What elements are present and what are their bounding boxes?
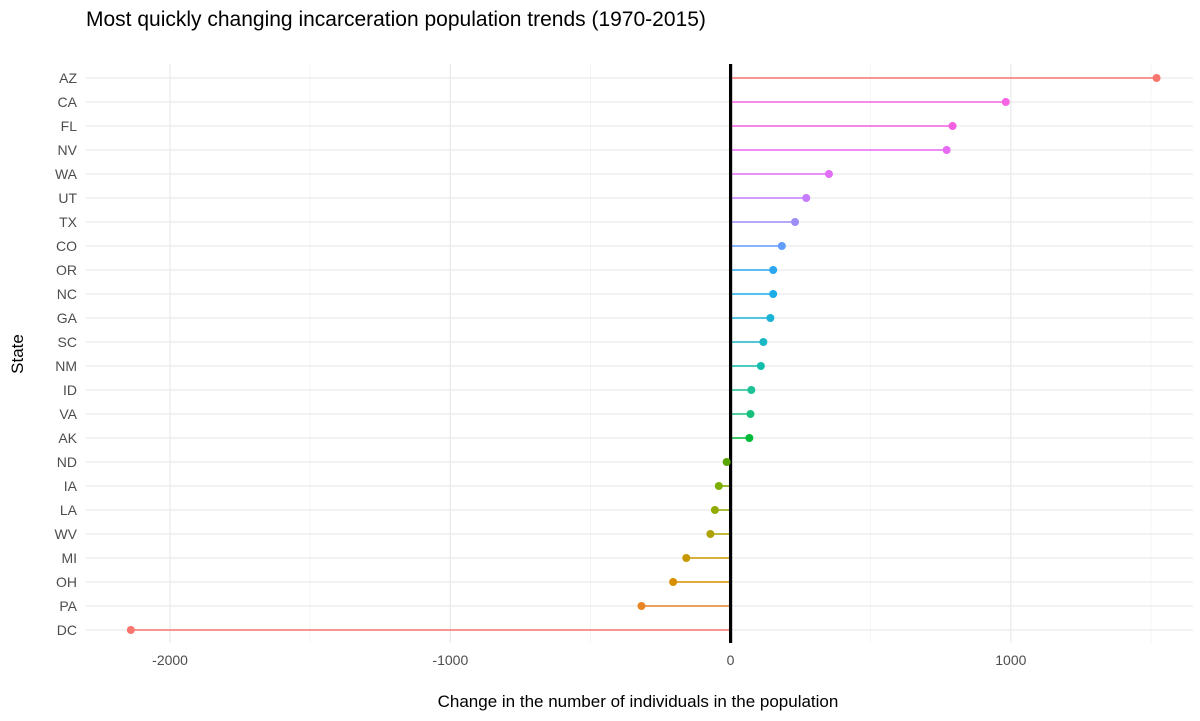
y-tick-label: SC: [58, 334, 77, 350]
dot-va: [746, 410, 755, 418]
dot-az: [1152, 74, 1161, 82]
y-tick-label: WV: [54, 526, 77, 542]
lollipop-dots: [126, 74, 1161, 634]
y-tick-label: ND: [57, 454, 77, 470]
y-tick-label: CO: [56, 238, 77, 254]
x-tick-label: -1000: [432, 652, 468, 668]
y-tick-label: CA: [58, 94, 78, 110]
dot-nc: [769, 290, 778, 298]
dot-ia: [714, 482, 723, 490]
dot-ak: [745, 434, 754, 442]
x-tick-label: 1000: [995, 652, 1026, 668]
dot-nd: [722, 458, 731, 466]
y-tick-label: WA: [55, 166, 78, 182]
chart-title: Most quickly changing incarceration popu…: [86, 8, 706, 31]
dot-co: [777, 242, 786, 250]
y-axis-title: State: [8, 334, 27, 374]
y-tick-label: UT: [58, 190, 77, 206]
dot-fl: [948, 122, 957, 130]
dot-oh: [669, 578, 678, 586]
y-tick-label: DC: [57, 622, 77, 638]
y-tick-label: OH: [56, 574, 77, 590]
dot-id: [747, 386, 756, 394]
dot-dc: [126, 626, 135, 634]
dot-wa: [824, 170, 833, 178]
y-tick-label: VA: [59, 406, 77, 422]
dot-or: [769, 266, 778, 274]
dot-wv: [706, 530, 715, 538]
y-tick-label: AK: [58, 430, 77, 446]
dot-la: [710, 506, 719, 514]
x-axis-tick-labels: -2000 -1000 0 1000: [152, 652, 1026, 668]
y-tick-label: AZ: [59, 70, 77, 86]
dot-nv: [942, 146, 951, 154]
dot-pa: [637, 602, 646, 610]
dot-ca: [1001, 98, 1010, 106]
dot-ga: [766, 314, 775, 322]
y-tick-label: IA: [64, 478, 78, 494]
y-tick-label: FL: [61, 118, 78, 134]
y-tick-label: PA: [59, 598, 77, 614]
y-tick-label: TX: [59, 214, 78, 230]
grid: [86, 64, 1193, 643]
y-tick-label: NC: [57, 286, 77, 302]
y-axis-tick-labels: AZ CA FL NV WA UT TX CO OR NC GA SC NM ID VA AK ND IA LA WV…: [54, 70, 77, 638]
x-tick-label: -2000: [152, 652, 188, 668]
dot-mi: [682, 554, 691, 562]
dot-tx: [791, 218, 800, 226]
y-tick-label: OR: [56, 262, 77, 278]
y-tick-label: ID: [63, 382, 77, 398]
y-tick-label: GA: [57, 310, 78, 326]
y-tick-label: NV: [58, 142, 78, 158]
dot-sc: [759, 338, 768, 346]
y-tick-label: MI: [61, 550, 77, 566]
y-tick-label: LA: [60, 502, 78, 518]
y-tick-label: NM: [55, 358, 77, 374]
dot-ut: [802, 194, 811, 202]
x-tick-label: 0: [727, 652, 735, 668]
lollipop-stems: [130, 77, 1157, 631]
dot-nm: [756, 362, 765, 370]
x-axis-title: Change in the number of individuals in t…: [438, 692, 839, 711]
